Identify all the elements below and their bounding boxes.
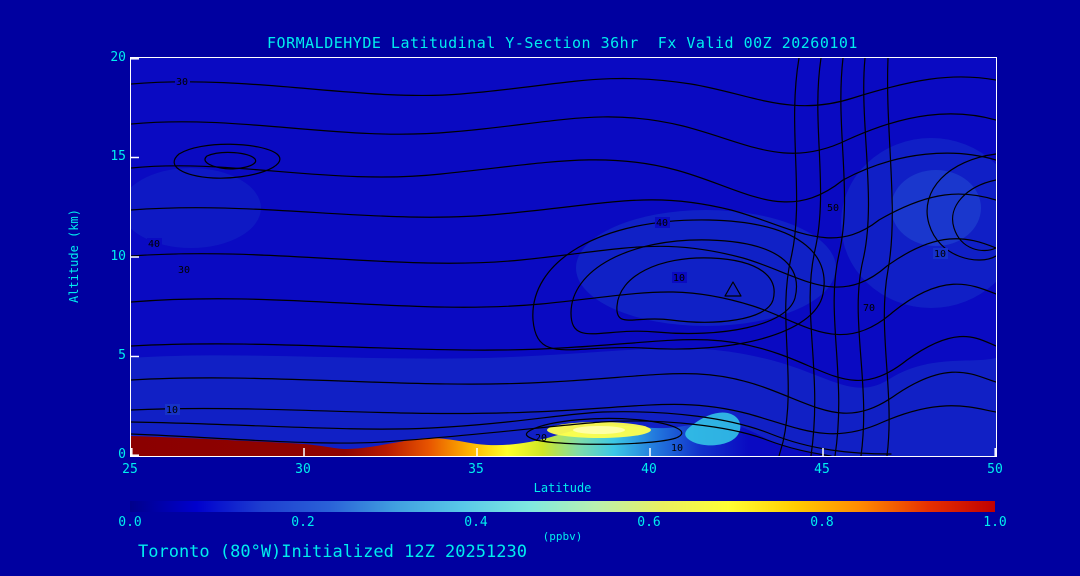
y-tick-20: 20 <box>110 50 126 65</box>
y-axis-label: Altitude (km) <box>67 209 81 303</box>
contour-vertical-4 <box>857 58 870 456</box>
label-mask <box>175 76 190 87</box>
contour-low-3 <box>131 403 996 435</box>
contour-mid-2 <box>131 238 996 288</box>
contour-low-5 <box>131 420 832 456</box>
label-mask <box>672 272 687 283</box>
contour-vertical-2 <box>809 58 822 456</box>
page-title: FORMALDEHYDE Latitudinal Y-Section 36hr … <box>267 34 858 52</box>
contour-center-loop-outer <box>532 219 825 351</box>
contour-yellow-ring <box>525 417 683 445</box>
x-tick-30: 30 <box>295 462 311 477</box>
contour-triangle-mark <box>724 281 742 297</box>
contour-lines <box>131 58 996 456</box>
label-mask <box>826 202 841 213</box>
y-tick-5: 5 <box>118 348 126 363</box>
contour-right-loop-inner <box>952 179 996 252</box>
label-mask <box>147 238 162 249</box>
contour-left-loop-inner <box>204 151 257 170</box>
contour-label: 50 <box>827 203 839 214</box>
x-tick-40: 40 <box>641 462 657 477</box>
contour-left-loop-outer <box>173 143 281 179</box>
contour-label: 10 <box>671 443 683 454</box>
contour-mid-1 <box>131 193 996 239</box>
contour-label: 40 <box>656 218 668 229</box>
y-tick-0: 0 <box>118 447 126 462</box>
label-mask <box>655 217 670 228</box>
contour-label: 30 <box>176 77 188 88</box>
contour-top-3 <box>131 152 996 203</box>
contour-plot-svg: 30 40 30 40 10 50 70 10 10 20 10 <box>131 58 996 456</box>
contour-top-2 <box>131 113 996 154</box>
colorbar-tick-0.2: 0.2 <box>291 515 315 530</box>
contour-vertical-1 <box>778 58 800 456</box>
contour-label: 10 <box>673 273 685 284</box>
contour-right-loop-outer <box>926 153 996 261</box>
x-tick-25: 25 <box>122 462 138 477</box>
contour-low-2 <box>131 371 996 414</box>
axis-ticks <box>131 58 996 456</box>
colorbar-tick-0.0: 0.0 <box>118 515 142 530</box>
contour-label: 20 <box>535 433 547 444</box>
colorbar-tick-0.6: 0.6 <box>637 515 661 530</box>
initialization-text: Toronto (80°W)Initialized 12Z 20251230 <box>138 542 527 562</box>
y-tick-10: 10 <box>110 249 126 264</box>
x-tick-35: 35 <box>468 462 484 477</box>
contour-mid-3 <box>131 283 996 336</box>
x-tick-45: 45 <box>814 462 830 477</box>
surface-hot-layer <box>131 422 841 456</box>
label-mask <box>177 264 192 275</box>
contour-vertical-5 <box>883 58 893 456</box>
x-axis-label: Latitude <box>533 481 592 495</box>
contour-vertical-3 <box>833 58 846 456</box>
contour-low-1 <box>131 336 996 382</box>
contour-center-loop-inner <box>616 257 775 323</box>
colorbar-tick-0.4: 0.4 <box>464 515 488 530</box>
contour-label: 70 <box>863 303 875 314</box>
colorbar-units-label: (ppbv) <box>542 530 583 543</box>
light-blue-patch-center <box>576 210 836 326</box>
contour-label: 10 <box>166 405 178 416</box>
yellow-core <box>573 426 625 434</box>
contour-low-4 <box>131 411 892 455</box>
contour-label: 40 <box>148 239 160 250</box>
x-tick-50: 50 <box>987 462 1003 477</box>
contour-label: 10 <box>934 249 946 260</box>
colorbar-tick-1.0: 1.0 <box>983 515 1007 530</box>
contour-top-1 <box>131 76 996 107</box>
label-mask <box>933 248 948 259</box>
contour-labels: 30 40 30 40 10 50 70 10 10 20 10 <box>147 76 948 454</box>
label-mask <box>862 302 877 313</box>
y-tick-15: 15 <box>110 149 126 164</box>
contour-center-loop-mid <box>570 239 797 335</box>
label-mask <box>165 404 180 415</box>
colorbar <box>130 501 995 512</box>
light-blue-core-right <box>891 170 981 246</box>
plot-area: 30 40 30 40 10 50 70 10 10 20 10 <box>130 57 997 457</box>
colorbar-tick-0.8: 0.8 <box>810 515 834 530</box>
contour-label: 30 <box>178 265 190 276</box>
